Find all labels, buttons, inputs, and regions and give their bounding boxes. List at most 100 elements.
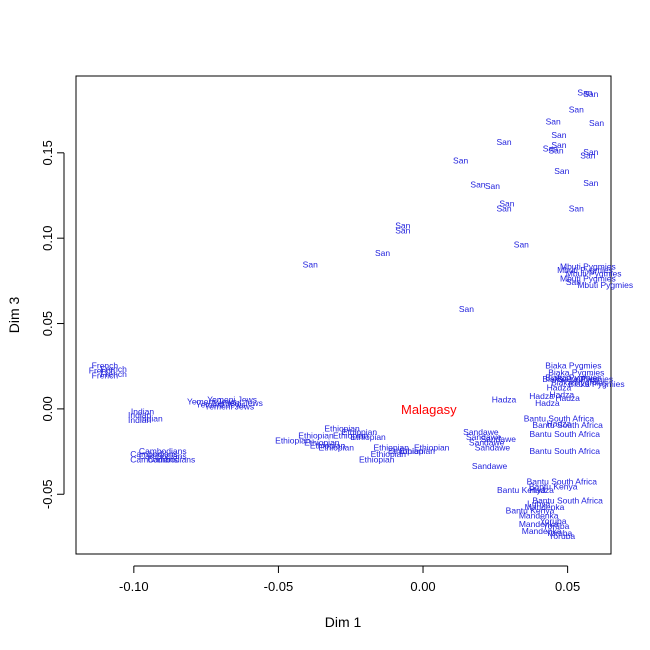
data-point-label: Hadza bbox=[529, 391, 554, 401]
data-point-label: Ethiopian bbox=[371, 449, 407, 459]
data-point-label: San bbox=[569, 104, 584, 114]
data-point-label: San bbox=[583, 147, 598, 157]
data-point-label: Biaka Pygmies bbox=[568, 379, 624, 389]
data-point-label: Ethiopian bbox=[333, 430, 369, 440]
data-point-label: Yoruba bbox=[543, 521, 570, 531]
data-point-label: San bbox=[583, 178, 598, 188]
data-point-label: Biaka Pygmies bbox=[551, 378, 607, 388]
data-point-label: Ethiopian bbox=[350, 432, 386, 442]
data-point-label: San bbox=[514, 239, 529, 249]
data-point-label: Mbuti Pygmies bbox=[577, 280, 633, 290]
data-point-label: Luhya bbox=[527, 499, 550, 509]
data-point-label: Hadza bbox=[547, 383, 572, 393]
data-point-label: Sandawe bbox=[469, 437, 505, 447]
data-point-label: Hadza bbox=[535, 398, 560, 408]
data-point-label: Ethiopian bbox=[342, 427, 378, 437]
data-point-label: San bbox=[470, 180, 485, 190]
data-point-label: Bantu South Africa bbox=[532, 495, 603, 505]
y-tick-label: 0.05 bbox=[40, 311, 55, 336]
data-point-label: Bantu South Africa bbox=[530, 429, 601, 439]
data-point-label: Bantu Kenya bbox=[506, 506, 555, 516]
data-point-label: San bbox=[453, 156, 468, 166]
data-point-label: Ethiopian bbox=[324, 424, 360, 434]
data-point-label: Yemeni Jews bbox=[207, 395, 257, 405]
data-point-label: Yemeni Jews bbox=[187, 396, 237, 406]
x-axis-label: Dim 1 bbox=[325, 614, 362, 630]
data-point-label: San bbox=[395, 226, 410, 236]
data-point-label: San bbox=[551, 130, 566, 140]
y-tick-label: 0.00 bbox=[40, 396, 55, 421]
data-point-label: Biaka Pygmies bbox=[545, 372, 601, 382]
data-point-label: Ethiopian bbox=[373, 442, 409, 452]
data-point-label: San bbox=[499, 198, 514, 208]
data-point-label: Sandawe bbox=[472, 461, 508, 471]
axes-group: -0.10 -0.05 0.00 0.05 -0.05 0.00 0.05 0.10 0.15 bbox=[40, 75, 612, 594]
data-point-label: French bbox=[100, 369, 127, 379]
data-point-label: Sandawe bbox=[480, 434, 516, 444]
x-tick-label: -0.10 bbox=[119, 579, 149, 594]
data-point-label: Mandenka bbox=[522, 526, 562, 536]
data-point-label: Hadza bbox=[555, 393, 580, 403]
data-point-label: Yoruba bbox=[540, 516, 567, 526]
data-point-label: Yemeni Jews bbox=[196, 400, 246, 410]
y-axis-label: Dim 3 bbox=[6, 297, 22, 334]
data-point-label: Indian bbox=[140, 413, 163, 423]
data-point-label: Bantu South Africa bbox=[530, 446, 601, 456]
plot-frame bbox=[75, 75, 612, 555]
data-point-label: Biaka Pygmies bbox=[545, 360, 601, 370]
data-point-label: Indian bbox=[131, 407, 154, 417]
data-point-label: Mbuti Pygmies bbox=[560, 273, 616, 283]
data-point-label: San bbox=[485, 181, 500, 191]
data-point-label: San bbox=[589, 118, 604, 128]
data-point-label: Hadza bbox=[529, 485, 554, 495]
y-tick-label: 0.10 bbox=[40, 226, 55, 251]
data-point-label: Hadza bbox=[492, 395, 517, 405]
data-point-label: Bantu South Africa bbox=[524, 413, 595, 423]
data-point-label: Hadza bbox=[547, 419, 572, 429]
data-point-label: San bbox=[583, 89, 598, 99]
x-tick-label: -0.05 bbox=[264, 579, 294, 594]
data-point-label: San bbox=[580, 150, 595, 160]
data-point-label: Bantu Kenya bbox=[529, 482, 578, 492]
data-point-label: Ethiopian bbox=[298, 430, 334, 440]
x-tick-label: 0.05 bbox=[555, 579, 580, 594]
data-point-label: French bbox=[100, 364, 127, 374]
data-point-label: Mandenka bbox=[519, 519, 559, 529]
data-point-label: Hadza bbox=[550, 389, 575, 399]
data-point-label: San bbox=[569, 203, 584, 213]
data-point-label: Sandawe bbox=[466, 432, 502, 442]
data-point-label: San bbox=[375, 248, 390, 258]
data-point-label: Ethiopian bbox=[414, 442, 450, 452]
highlight-point-label: Malagasy bbox=[401, 402, 457, 417]
data-point-label: Ethiopian bbox=[319, 442, 355, 452]
data-point-label: Ethiopian bbox=[388, 446, 424, 456]
data-point-label: San bbox=[459, 304, 474, 314]
data-point-label: San bbox=[395, 220, 410, 230]
data-point-label: Mbuti Pygmies bbox=[566, 268, 622, 278]
data-point-label: San bbox=[551, 140, 566, 150]
data-point-label: Ethiopian bbox=[275, 436, 311, 446]
data-point-label: Mbuti Pygmies bbox=[560, 261, 616, 271]
y-tick-label: -0.05 bbox=[40, 479, 55, 509]
y-tick-label: 0.15 bbox=[40, 140, 55, 165]
data-point-label: San bbox=[496, 137, 511, 147]
data-point-label: San bbox=[303, 260, 318, 270]
data-point-label: Sandawe bbox=[475, 442, 511, 452]
data-point-label: French bbox=[92, 371, 119, 381]
data-point-label: Ethiopian bbox=[310, 441, 346, 451]
data-point-label: French bbox=[89, 366, 116, 376]
data-point-label: Indian bbox=[128, 415, 151, 425]
data-point-label: Cambodians bbox=[148, 454, 196, 464]
data-point-label: Yemeni Jews bbox=[204, 401, 254, 411]
data-point-label: Mandenka bbox=[525, 502, 565, 512]
data-point-label: Cambodians bbox=[139, 446, 187, 456]
data-point-label: Biaka Pygmies bbox=[557, 374, 613, 384]
data-point-label: Cambodians bbox=[130, 454, 178, 464]
data-point-label: Mbuti Pygmies bbox=[557, 265, 613, 275]
data-point-label: Bantu South Africa bbox=[532, 420, 603, 430]
data-point-label: Ethiopian bbox=[359, 454, 395, 464]
data-point-label: San bbox=[548, 145, 563, 155]
